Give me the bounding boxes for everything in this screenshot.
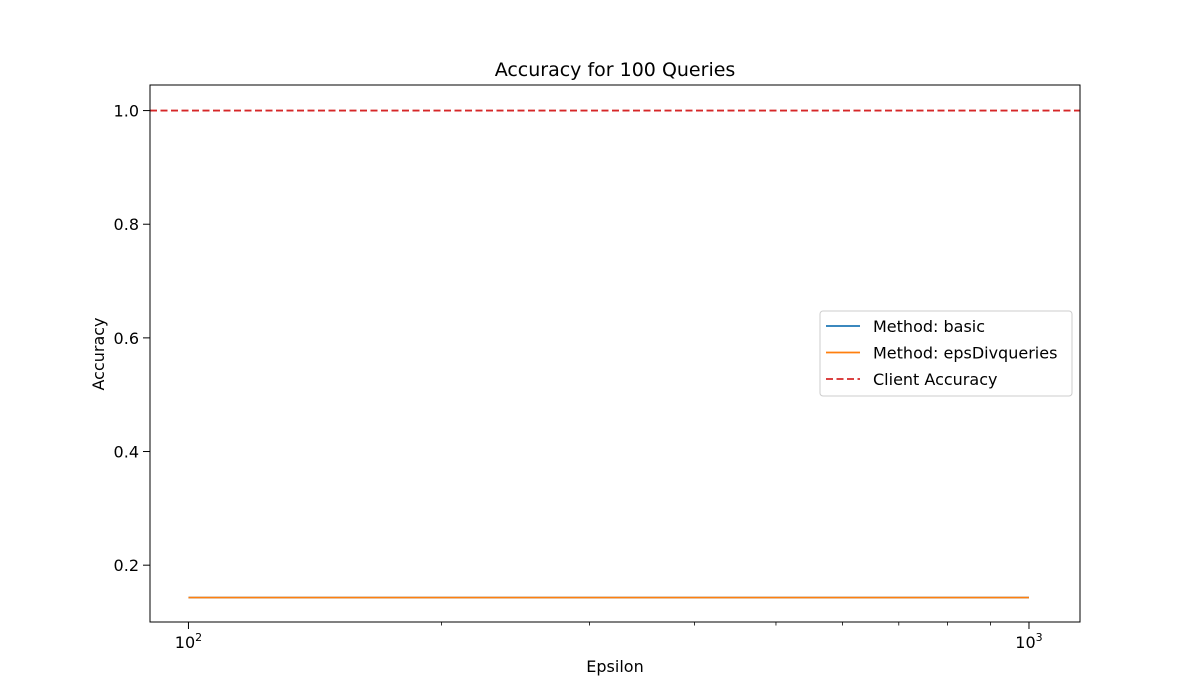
y-axis-label: Accuracy: [89, 317, 108, 390]
legend: Method: basic Method: epsDivqueries Client…: [819, 310, 1073, 397]
y-tick-label-2: 0.6: [114, 329, 139, 348]
y-tick-label-4: 1.0: [114, 102, 139, 121]
plot-frame: [149, 84, 1081, 623]
chart-title: Accuracy for 100 Queries: [495, 59, 736, 81]
legend-box: [819, 310, 1073, 397]
x-axis-label: Epsilon: [586, 657, 643, 676]
y-tick-label-0: 0.2: [114, 556, 139, 575]
legend-label-2: Client Accuracy: [873, 370, 997, 389]
legend-label-0: Method: basic: [873, 317, 985, 336]
y-tick-label-3: 0.8: [114, 215, 139, 234]
y-tick-label-1: 0.4: [114, 443, 139, 462]
legend-label-1: Method: epsDivqueries: [873, 344, 1057, 363]
